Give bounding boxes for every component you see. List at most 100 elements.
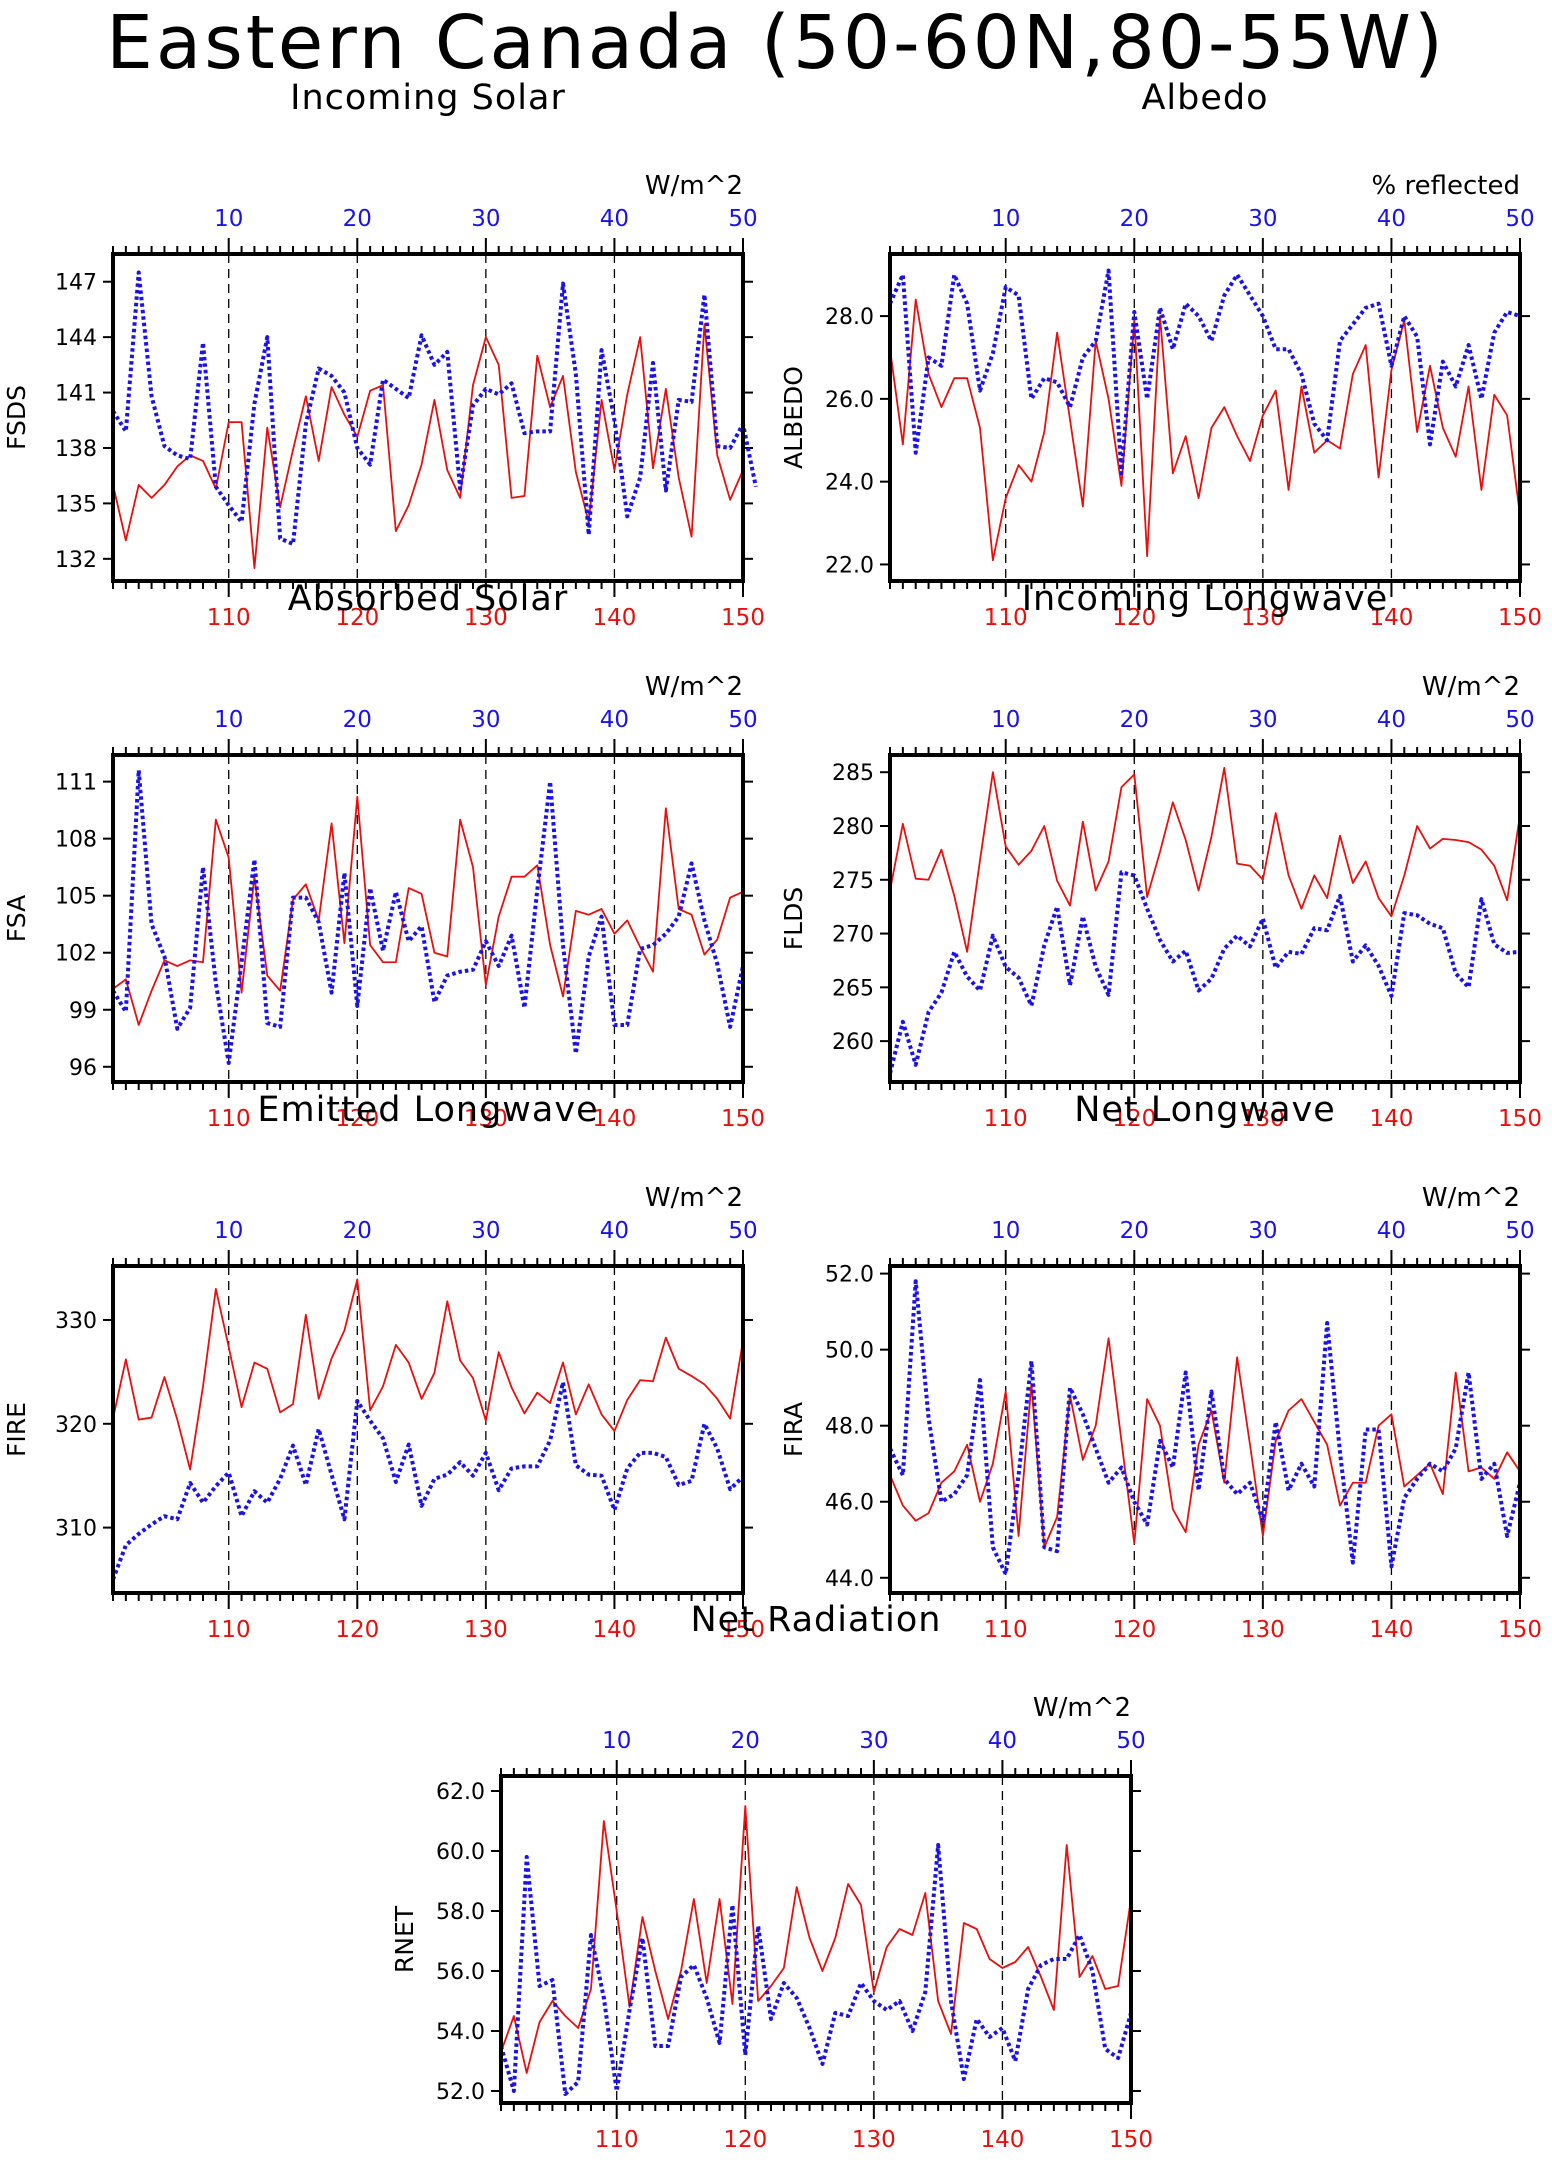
x-bottom-tick-label: 150 [1498, 605, 1542, 631]
x-bottom-tick-label: 140 [592, 1617, 636, 1643]
y-axis-label: RNET [390, 1905, 419, 1973]
y-axis-label: FLDS [779, 887, 808, 950]
red-solid-series-line [112, 795, 744, 1026]
blue-dotted-series-line [888, 870, 1521, 1074]
panel-title: Incoming Longwave [1022, 579, 1389, 619]
plot-frame [111, 252, 745, 583]
y-tick-label: 330 [55, 1309, 97, 1334]
x-bottom-tick-label: 130 [464, 1106, 508, 1132]
x-bottom-tick-label: 110 [207, 605, 251, 631]
y-tick-label: 275 [832, 869, 874, 894]
y-tick-label: 135 [55, 492, 97, 517]
x-top-tick-label: 50 [728, 206, 757, 232]
y-tick-label: 320 [55, 1413, 97, 1438]
red-solid-series-line [889, 298, 1521, 562]
red-solid-series-line [112, 1278, 744, 1471]
x-bottom-tick-label: 150 [721, 605, 765, 631]
y-tick-label: 310 [55, 1517, 97, 1542]
x-bottom-tick-label: 110 [207, 1617, 251, 1643]
x-bottom-tick-label: 130 [1241, 1617, 1285, 1643]
y-tick-label: 147 [55, 271, 97, 296]
x-bottom-tick-label: 140 [592, 1106, 636, 1132]
y-tick-label: 144 [55, 326, 97, 351]
red-solid-series-line [500, 1805, 1132, 2074]
x-bottom-tick-label: 130 [852, 2127, 896, 2153]
y-tick-label: 99 [69, 999, 97, 1024]
blue-dotted-series-line [499, 1843, 1133, 2096]
chart-panel-1: Incoming Solar W/m^2 FSDS 132 135 138 141 144 14… [2, 78, 765, 631]
x-top-tick-label: 50 [728, 1218, 757, 1244]
panel-title: Net Radiation [691, 1600, 942, 1640]
x-top-tick-label: 40 [1377, 206, 1406, 232]
y-tick-label: 108 [55, 828, 97, 853]
panel-title: Absorbed Solar [288, 579, 568, 619]
x-bottom-tick-label: 130 [1241, 605, 1285, 631]
y-tick-label: 46.0 [825, 1491, 874, 1516]
x-bottom-tick-label: 140 [592, 605, 636, 631]
x-bottom-tick-label: 110 [595, 2127, 639, 2153]
x-top-tick-label: 30 [471, 206, 500, 232]
y-axis-label: FIRA [779, 1402, 808, 1457]
y-tick-label: 102 [55, 942, 97, 967]
units-label: W/m^2 [645, 171, 743, 201]
y-tick-label: 141 [55, 382, 97, 407]
x-bottom-tick-label: 130 [1241, 1106, 1285, 1132]
y-tick-label: 260 [832, 1030, 874, 1055]
blue-dotted-series-line [111, 768, 745, 1065]
y-tick-label: 105 [55, 885, 97, 910]
units-label: W/m^2 [1422, 1183, 1520, 1213]
chart-panel-3: Absorbed Solar W/m^2 FSA 96 99 102 105 108 111 11… [2, 579, 765, 1132]
y-tick-label: 48.0 [825, 1415, 874, 1440]
x-top-tick-label: 20 [343, 707, 372, 733]
chart-panel-6: Net Longwave W/m^2 FIRA 44.0 46.0 48.0 50.0 52.… [779, 1090, 1542, 1643]
panel-title: Emitted Longwave [257, 1090, 598, 1130]
units-label: W/m^2 [1422, 672, 1520, 702]
x-bottom-tick-label: 110 [984, 1617, 1028, 1643]
y-axis-label: FIRE [2, 1402, 31, 1457]
x-top-tick-label: 10 [214, 707, 243, 733]
x-bottom-tick-label: 120 [1112, 1617, 1156, 1643]
y-tick-label: 56.0 [436, 1960, 485, 1985]
x-top-tick-label: 20 [731, 1728, 760, 1754]
plot-frame [111, 753, 745, 1084]
y-tick-label: 265 [832, 976, 874, 1001]
x-top-tick-label: 10 [991, 707, 1020, 733]
x-top-tick-label: 20 [343, 1218, 372, 1244]
units-label: % reflected [1372, 171, 1520, 201]
x-bottom-tick-label: 120 [335, 1106, 379, 1132]
x-top-tick-label: 40 [1377, 707, 1406, 733]
red-solid-series-line [889, 767, 1521, 953]
blue-dotted-series-line [111, 270, 758, 547]
x-top-tick-label: 20 [1120, 206, 1149, 232]
x-bottom-tick-label: 150 [721, 1106, 765, 1132]
plot-frame [888, 753, 1522, 1084]
x-bottom-tick-label: 150 [1498, 1106, 1542, 1132]
y-tick-label: 24.0 [825, 471, 874, 496]
x-bottom-tick-label: 130 [464, 605, 508, 631]
x-bottom-tick-label: 110 [207, 1106, 251, 1132]
x-bottom-tick-label: 120 [335, 605, 379, 631]
x-bottom-tick-label: 140 [1369, 605, 1413, 631]
x-top-tick-label: 10 [602, 1728, 631, 1754]
y-tick-label: 62.0 [436, 1780, 485, 1805]
blue-dotted-series-line [111, 1380, 745, 1581]
x-bottom-tick-label: 140 [980, 2127, 1024, 2153]
x-top-tick-label: 40 [600, 1218, 629, 1244]
x-top-tick-label: 10 [214, 1218, 243, 1244]
x-top-tick-label: 40 [600, 707, 629, 733]
chart-panel-5: Emitted Longwave W/m^2 FIRE 310 320 330 110 120… [2, 1090, 765, 1643]
x-top-tick-label: 50 [728, 707, 757, 733]
x-top-tick-label: 40 [600, 206, 629, 232]
chart-panels: Incoming Solar W/m^2 FSDS 132 135 138 141 144 14… [2, 78, 1542, 2153]
y-axis-label: ALBEDO [779, 366, 808, 469]
x-top-tick-label: 10 [214, 206, 243, 232]
plot-frame [888, 252, 1522, 583]
y-tick-label: 54.0 [436, 2020, 485, 2045]
plot-frame [499, 1774, 1133, 2105]
x-bottom-tick-label: 130 [464, 1617, 508, 1643]
x-bottom-tick-label: 120 [1112, 605, 1156, 631]
x-top-tick-label: 40 [1377, 1218, 1406, 1244]
x-top-tick-label: 20 [343, 206, 372, 232]
x-bottom-tick-label: 140 [1369, 1106, 1413, 1132]
figure-title: Eastern Canada (50-60N,80-55W) [106, 0, 1446, 86]
